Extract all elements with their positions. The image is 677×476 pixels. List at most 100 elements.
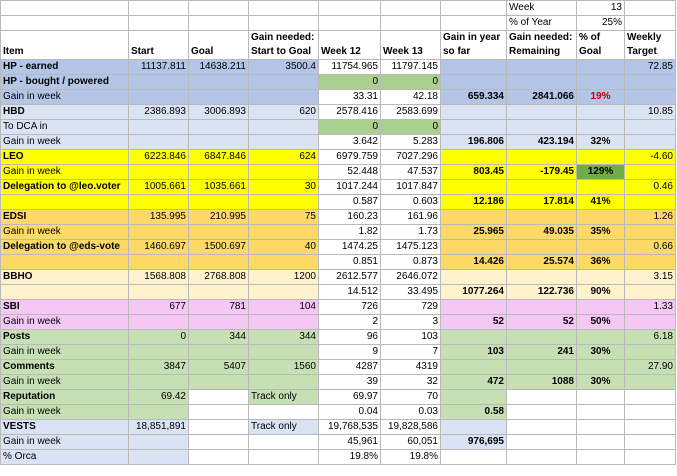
cell-wt[interactable] xyxy=(624,89,676,105)
cell-need[interactable]: 344 xyxy=(248,329,319,345)
cell-goal[interactable] xyxy=(188,374,249,390)
cell-need[interactable] xyxy=(248,224,319,240)
cell-gy[interactable] xyxy=(440,419,507,435)
cell-gy[interactable] xyxy=(440,104,507,120)
pct-year-label-cell[interactable]: % of Year xyxy=(506,15,577,31)
cell-pg[interactable] xyxy=(576,59,625,75)
cell-gnr[interactable] xyxy=(506,329,577,345)
cell-w12[interactable]: 0 xyxy=(318,119,381,135)
cell-start[interactable] xyxy=(128,254,189,270)
cell-gy[interactable] xyxy=(440,74,507,90)
header-gain-year[interactable]: Gain in year so far xyxy=(440,30,507,60)
cell-start[interactable] xyxy=(128,404,189,420)
cell-w12[interactable]: 0.587 xyxy=(318,194,381,210)
cell-gy[interactable]: 1077.264 xyxy=(440,284,507,300)
pct-year-value-cell[interactable]: 25% xyxy=(576,15,625,31)
cell-gnr[interactable]: 2841.066 xyxy=(506,89,577,105)
cell-gy[interactable]: 0.58 xyxy=(440,404,507,420)
cell-gy[interactable] xyxy=(440,449,507,465)
cell-wt[interactable]: 6.18 xyxy=(624,329,676,345)
cell-need[interactable]: 30 xyxy=(248,179,319,195)
cell-wt[interactable]: 0.66 xyxy=(624,239,676,255)
cell-w13[interactable]: 729 xyxy=(380,299,441,315)
blank-cell[interactable] xyxy=(0,15,129,31)
cell-start[interactable]: 69.42 xyxy=(128,389,189,405)
cell-gnr[interactable]: 49.035 xyxy=(506,224,577,240)
cell-w12[interactable]: 160.23 xyxy=(318,209,381,225)
cell-w12[interactable]: 19,768,535 xyxy=(318,419,381,435)
cell-start[interactable] xyxy=(128,134,189,150)
header-goal[interactable]: Goal xyxy=(188,30,249,60)
cell-w12[interactable]: 2578.416 xyxy=(318,104,381,120)
blank-cell[interactable] xyxy=(0,0,129,16)
cell-w13[interactable]: 161.96 xyxy=(380,209,441,225)
cell-wt[interactable] xyxy=(624,374,676,390)
cell-w12[interactable]: 2612.577 xyxy=(318,269,381,285)
cell-need[interactable] xyxy=(248,134,319,150)
cell-goal[interactable]: 344 xyxy=(188,329,249,345)
cell-goal[interactable] xyxy=(188,344,249,360)
cell-w13[interactable]: 11797.145 xyxy=(380,59,441,75)
cell-pg[interactable] xyxy=(576,119,625,135)
cell-need[interactable]: 104 xyxy=(248,299,319,315)
cell-wt[interactable] xyxy=(624,134,676,150)
cell-need[interactable] xyxy=(248,119,319,135)
cell-pg[interactable] xyxy=(576,419,625,435)
row-label-cell[interactable]: Gain in week xyxy=(0,164,129,180)
cell-wt[interactable] xyxy=(624,74,676,90)
cell-gy[interactable] xyxy=(440,359,507,375)
cell-w12[interactable]: 39 xyxy=(318,374,381,390)
cell-gnr[interactable]: 17.814 xyxy=(506,194,577,210)
cell-need[interactable]: 624 xyxy=(248,149,319,165)
cell-gy[interactable] xyxy=(440,389,507,405)
cell-wt[interactable] xyxy=(624,434,676,450)
cell-gy[interactable] xyxy=(440,239,507,255)
cell-gnr[interactable] xyxy=(506,404,577,420)
row-label-cell[interactable]: Gain in week xyxy=(0,434,129,450)
week-value-cell[interactable]: 13 xyxy=(576,0,625,16)
row-label-cell[interactable]: Comments xyxy=(0,359,129,375)
cell-goal[interactable]: 781 xyxy=(188,299,249,315)
cell-gy[interactable]: 196.806 xyxy=(440,134,507,150)
cell-w13[interactable]: 2646.072 xyxy=(380,269,441,285)
cell-gnr[interactable] xyxy=(506,179,577,195)
cell-gnr[interactable] xyxy=(506,239,577,255)
cell-w13[interactable]: 0.873 xyxy=(380,254,441,270)
cell-goal[interactable] xyxy=(188,434,249,450)
cell-pg[interactable] xyxy=(576,209,625,225)
cell-wt[interactable] xyxy=(624,284,676,300)
cell-gnr[interactable] xyxy=(506,104,577,120)
blank-cell[interactable] xyxy=(248,0,319,16)
cell-pg[interactable]: 41% xyxy=(576,194,625,210)
cell-need[interactable] xyxy=(248,194,319,210)
cell-wt[interactable] xyxy=(624,119,676,135)
cell-w12[interactable]: 45,961 xyxy=(318,434,381,450)
cell-w13[interactable]: 32 xyxy=(380,374,441,390)
row-label-cell[interactable]: Posts xyxy=(0,329,129,345)
cell-wt[interactable]: 1.33 xyxy=(624,299,676,315)
cell-w13[interactable]: 7027.296 xyxy=(380,149,441,165)
cell-w13[interactable]: 42.18 xyxy=(380,89,441,105)
cell-w12[interactable]: 726 xyxy=(318,299,381,315)
cell-goal[interactable] xyxy=(188,134,249,150)
row-label-cell[interactable]: Gain in week xyxy=(0,314,129,330)
cell-gnr[interactable] xyxy=(506,59,577,75)
cell-goal[interactable] xyxy=(188,89,249,105)
cell-start[interactable] xyxy=(128,374,189,390)
cell-goal[interactable] xyxy=(188,449,249,465)
cell-pg[interactable]: 36% xyxy=(576,254,625,270)
cell-w13[interactable]: 70 xyxy=(380,389,441,405)
cell-w12[interactable]: 0.04 xyxy=(318,404,381,420)
cell-wt[interactable] xyxy=(624,254,676,270)
cell-start[interactable] xyxy=(128,74,189,90)
cell-pg[interactable]: 129% xyxy=(576,164,625,180)
cell-w12[interactable]: 33.31 xyxy=(318,89,381,105)
cell-wt[interactable]: 10.85 xyxy=(624,104,676,120)
cell-need[interactable]: 620 xyxy=(248,104,319,120)
cell-gy[interactable]: 976,695 xyxy=(440,434,507,450)
row-label-cell[interactable] xyxy=(0,194,129,210)
cell-gnr[interactable] xyxy=(506,209,577,225)
cell-goal[interactable] xyxy=(188,194,249,210)
blank-cell[interactable] xyxy=(128,15,189,31)
cell-gnr[interactable] xyxy=(506,359,577,375)
